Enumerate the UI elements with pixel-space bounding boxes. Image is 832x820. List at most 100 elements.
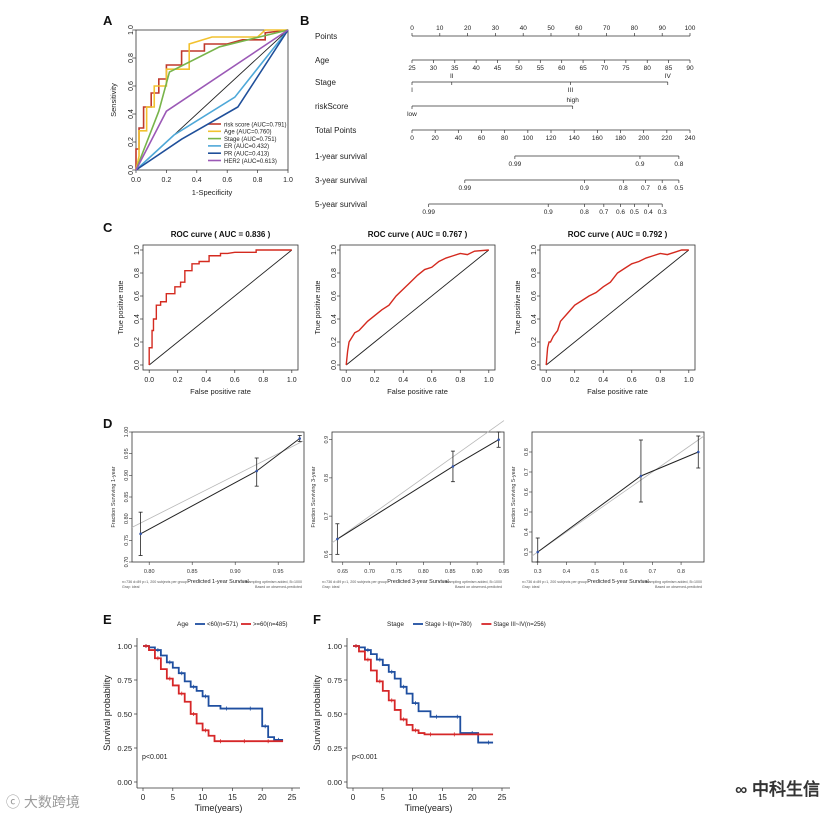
- d2-point: [336, 537, 339, 541]
- d1-xtick-label: 0.85: [187, 569, 198, 575]
- b-tick-label: 0.99: [509, 161, 522, 168]
- d3-note-left: n=736 d=89 p=1, 200 subjects per group: [522, 580, 587, 584]
- f-pvalue: p<0.001: [352, 754, 378, 761]
- c1-xtick-label: 0.8: [258, 377, 268, 384]
- d1-calibration-line: [140, 438, 301, 535]
- b-tick-label: 75: [622, 65, 630, 72]
- b-row-label: riskScore: [315, 102, 349, 111]
- b-tick-label: 0.9: [580, 185, 589, 192]
- b-row-label: Points: [315, 32, 337, 41]
- b-row-label: Stage: [315, 78, 336, 87]
- c1-ytick-label: 0.4: [134, 314, 141, 324]
- f-xtick-label: 0: [351, 793, 356, 802]
- b-tick-label: 0.6: [616, 209, 625, 216]
- c2-ytick-label: 0.4: [331, 314, 338, 324]
- f-xtick-label: 10: [408, 793, 417, 802]
- panel-d2-calibration: 0.65 0.70 0.75 0.80 0.85 0.90 0.95 0.6 0.7 0.8 0.9…: [311, 420, 510, 589]
- b-tick-label: 0.99: [458, 185, 471, 192]
- panel-label-d: D: [103, 416, 112, 431]
- b-tick-label: 65: [579, 65, 587, 72]
- panel-label-f: F: [313, 612, 321, 627]
- d1-ytick-label: 0.95: [124, 448, 130, 459]
- a-legend-label: ER (AUC=0.432): [224, 144, 269, 150]
- d1-plot-frame: [131, 431, 305, 563]
- watermark-logo-icon: ⓒ: [6, 794, 24, 810]
- c3-xlabel: False positive rate: [587, 387, 648, 396]
- b-tick-label: 0.7: [641, 185, 650, 192]
- d2-ytick-label: 0.8: [324, 474, 330, 482]
- d1-ytick-label: 0.85: [124, 492, 130, 503]
- c2-ytick-label: 0.2: [331, 337, 338, 347]
- e-xtick-label: 10: [198, 793, 207, 802]
- d2-xtick-label: 0.80: [418, 569, 429, 575]
- d2-plot-frame: [331, 431, 505, 563]
- b-tick-label: 80: [644, 65, 652, 72]
- d1-note-left2: Gray: ideal: [122, 585, 140, 589]
- e-ytick-label: 1.00: [117, 642, 132, 651]
- c1-ytick-label: 0.8: [134, 268, 141, 278]
- b-row-label: Total Points: [315, 126, 356, 135]
- c3-xtick-label: 0.2: [570, 377, 580, 384]
- panel-label-e: E: [103, 612, 112, 627]
- b-tick-label: 0.8: [580, 209, 589, 216]
- c1-plot-frame: [142, 244, 299, 371]
- e-xlabel: Time(years): [195, 803, 243, 813]
- b-tick-label: 20: [432, 135, 440, 142]
- b-tick-label: 40: [520, 25, 528, 32]
- b-tick-label: 0.9: [544, 209, 553, 216]
- c2-plot-frame: [339, 244, 496, 371]
- d1-point: [139, 532, 142, 536]
- d1-xtick-label: 0.90: [230, 569, 241, 575]
- panel-d3-calibration: 0.3 0.4 0.5 0.6 0.7 0.8 0.3 0.4 0.5 0.6 0.7 0.8 Frac…: [511, 431, 705, 589]
- c3-ytick-label: 0.6: [531, 291, 538, 301]
- d1-note-right2: Based on observed-predicted: [255, 585, 302, 589]
- panel-d1-calibration: 0.80 0.85 0.90 0.95 0.70 0.75 0.80 0.85 0.90 0.95…: [111, 427, 305, 589]
- f-km-curve: [353, 645, 494, 744]
- d2-point: [451, 465, 455, 468]
- d3-note-right2: Based on observed-predicted: [655, 585, 702, 589]
- c1-ytick-label: 0.2: [134, 337, 141, 347]
- b-tick-label: 0.8: [674, 161, 683, 168]
- b-tick-label: low: [407, 111, 417, 118]
- b-tick-label: high: [567, 97, 580, 104]
- d1-note-right: X - resampling optimism added, B=1000: [238, 580, 302, 584]
- d2-xtick-label: 0.95: [499, 569, 510, 575]
- watermark-left: ⓒ 大数跨境: [6, 792, 80, 812]
- c2-diagonal: [345, 249, 490, 366]
- c1-diagonal: [148, 249, 293, 366]
- c1-xtick-label: 0.0: [144, 377, 154, 384]
- a-ylabel: Sensitivity: [109, 83, 118, 117]
- c3-ylabel: True positive rate: [515, 280, 522, 334]
- c3-ytick-label: 0.2: [531, 337, 538, 347]
- e-xtick-label: 20: [258, 793, 267, 802]
- c2-xtick-label: 0.2: [370, 377, 380, 384]
- panel-c1-roc: ROC curve ( AUC = 0.836 ) 0.00.0 0.2 0.2 0.4…: [118, 230, 299, 396]
- a-xtick-label: 1.0: [283, 177, 293, 184]
- c2-title: ROC curve ( AUC = 0.767 ): [368, 230, 468, 239]
- c3-ytick-label: 0.0: [531, 360, 538, 370]
- b-tick-label: 50: [547, 25, 555, 32]
- a-ytick-label: 1.0: [128, 25, 135, 35]
- d1-ideal-line: [131, 440, 305, 528]
- d3-ytick-label: 0.3: [524, 548, 530, 556]
- b-tick-label: 80: [501, 135, 509, 142]
- f-xtick-label: 5: [381, 793, 386, 802]
- d1-ytick-label: 0.80: [124, 513, 130, 524]
- d2-ideal-line: [331, 420, 505, 544]
- f-xtick-label: 15: [438, 793, 447, 802]
- b-tick-label: 35: [451, 65, 459, 72]
- c3-ytick-label: 0.4: [531, 314, 538, 324]
- f-legend-label: Stage I~II(n=780): [425, 622, 472, 628]
- b-tick-label: 60: [478, 135, 486, 142]
- watermark-right: ∞ 中科生信: [735, 775, 820, 800]
- b-tick-label: 60: [575, 25, 583, 32]
- e-xtick-label: 15: [228, 793, 237, 802]
- f-xlabel: Time(years): [405, 803, 453, 813]
- b-tick-label: 200: [638, 135, 649, 142]
- a-ytick-label: 0.2: [128, 137, 135, 147]
- a-series-line: [135, 29, 289, 171]
- f-ytick-label: 1.00: [327, 642, 342, 651]
- a-xlabel: 1-Specificity: [192, 188, 233, 197]
- a-series-line: [135, 29, 288, 171]
- f-legend-label: Stage III~IV(n=256): [493, 622, 545, 628]
